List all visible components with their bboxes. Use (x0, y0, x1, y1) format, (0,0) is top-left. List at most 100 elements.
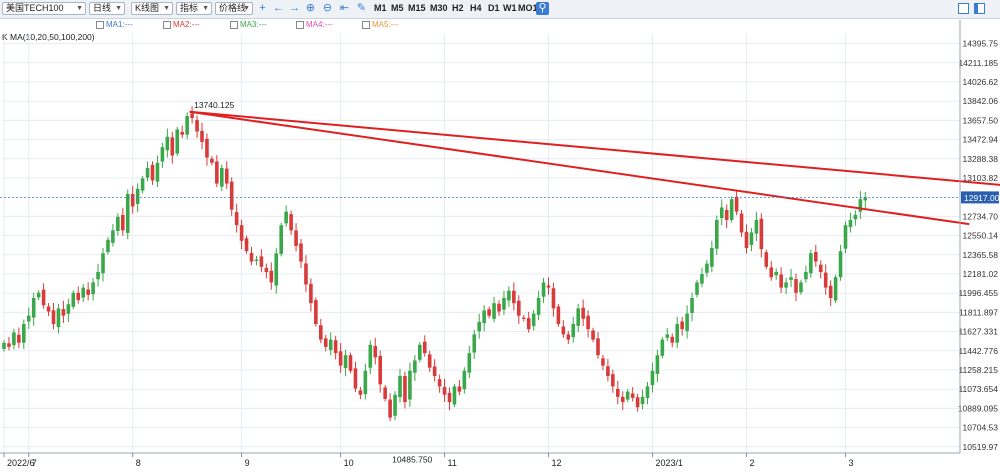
candle-body (31, 297, 36, 318)
symbol-select[interactable]: 美国TECH100 ▼ (2, 2, 86, 15)
ma5-legend[interactable]: MA5:--- (362, 19, 399, 31)
link-icon[interactable]: ⚲ (536, 2, 549, 15)
candle-body (61, 309, 66, 316)
arrow-left-icon[interactable]: ← (273, 2, 284, 14)
axes: 14395.75 14211.185 14026.62 13842.06 13657.5… (0, 20, 1000, 468)
candle-body (323, 338, 328, 347)
candle (319, 318, 323, 344)
candle-body (710, 248, 714, 267)
candle-body (210, 158, 214, 163)
candle-body (665, 334, 670, 338)
chart-style-select[interactable]: K线图 ▼ (131, 2, 173, 15)
candle (616, 380, 620, 405)
tf-mo1[interactable]: MO1 (518, 3, 538, 13)
candle-body (205, 138, 209, 158)
candle-body (477, 321, 481, 332)
candle-body (497, 303, 501, 312)
candle-body (195, 119, 199, 132)
candle (764, 249, 769, 270)
layout-split-icon[interactable] (974, 3, 985, 14)
zoom-in-icon[interactable]: ⊕ (305, 2, 316, 14)
ma3-legend[interactable]: MA3:--- (230, 19, 267, 31)
candle-body (185, 115, 189, 135)
candle (91, 277, 95, 301)
candle (427, 350, 432, 373)
candle (566, 330, 571, 345)
candle-body (551, 288, 556, 309)
candle-body (838, 251, 843, 278)
arrow-right-icon[interactable]: → (289, 2, 300, 14)
candle-body (616, 388, 620, 397)
ma1-legend[interactable]: MA1:--- (96, 19, 133, 31)
ma4-legend[interactable]: MA4:--- (296, 19, 333, 31)
candle (96, 263, 100, 287)
candle (205, 133, 209, 166)
tf-m15[interactable]: M15 (408, 3, 426, 13)
candle-body (254, 259, 259, 261)
candle (150, 161, 155, 185)
candle (2, 340, 6, 352)
candle-body (378, 356, 382, 385)
candle (145, 161, 150, 182)
candle-body (56, 308, 61, 328)
tf-h2[interactable]: H2 (452, 3, 464, 13)
tf-m30[interactable]: M30 (430, 3, 448, 13)
period-select[interactable]: 日线 ▼ (89, 2, 125, 15)
x-tick-label: 3 (849, 458, 854, 468)
candle (606, 358, 610, 382)
candle-body (467, 353, 472, 373)
candle-body (843, 225, 848, 249)
candle-body (799, 282, 803, 293)
indicator-select[interactable]: 指标 ▼ (176, 2, 212, 15)
candle-body (294, 230, 298, 246)
x-tick-label: 2 (750, 458, 755, 468)
candle (863, 191, 868, 209)
tf-d1[interactable]: D1 (488, 3, 500, 13)
candle-body (487, 309, 491, 316)
candle (457, 380, 462, 396)
candle-body (86, 289, 90, 295)
candle-body (333, 340, 338, 354)
price-annotation: 10485.750 (392, 454, 432, 464)
candle (799, 279, 803, 295)
candle (56, 303, 61, 334)
candle (710, 240, 714, 273)
layout-single-icon[interactable] (958, 3, 969, 14)
candle (809, 249, 813, 278)
pencil-icon[interactable]: ✎ (356, 2, 367, 14)
candle (700, 267, 704, 288)
ma2-legend[interactable]: MA2:--- (163, 19, 200, 31)
candle (804, 265, 808, 283)
candle (190, 106, 194, 124)
candle-body (353, 368, 358, 389)
zoom-out-icon[interactable]: ⊖ (322, 2, 333, 14)
tf-m5[interactable]: M5 (391, 3, 404, 13)
candle-body (670, 336, 675, 343)
tf-w1[interactable]: W1 (503, 3, 517, 13)
candle-body (26, 315, 31, 322)
candle (715, 215, 719, 256)
crosshair-icon[interactable]: + (259, 2, 266, 14)
candle (358, 386, 363, 400)
fit-icon[interactable]: ⇤ (339, 2, 350, 14)
candle (620, 391, 625, 411)
candle-body (853, 214, 858, 220)
candle (328, 332, 333, 356)
candle (215, 155, 219, 188)
candle (413, 355, 417, 381)
candle (140, 175, 145, 194)
candle (422, 335, 427, 357)
candle-body (135, 188, 140, 204)
tf-m1[interactable]: M1 (374, 3, 387, 13)
candle-body (650, 370, 655, 386)
candle-body (848, 219, 853, 228)
y-tick-label: 14395.75 (963, 39, 999, 49)
candle (160, 142, 165, 168)
candle (823, 264, 828, 295)
price-line-select[interactable]: 价格线 ▼ (215, 2, 253, 15)
candle-body (640, 396, 645, 405)
candle-body (234, 212, 239, 226)
candle-body (432, 366, 437, 377)
tf-h4[interactable]: H4 (470, 3, 482, 13)
